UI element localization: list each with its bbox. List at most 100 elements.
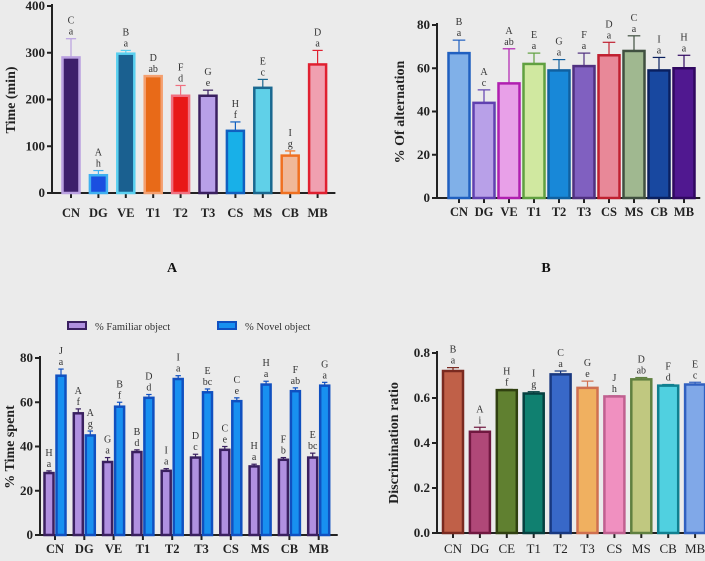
x-tick-label: T2 [552, 205, 567, 219]
significance-lower: f [118, 390, 122, 401]
bar [576, 386, 599, 535]
bar [289, 389, 302, 537]
significance-lower: e [206, 78, 211, 89]
bar [603, 395, 626, 535]
x-tick-label: MB [309, 542, 329, 556]
y-tick-label: 400 [26, 0, 46, 13]
significance-lower: g [88, 419, 93, 430]
y-tick-label: 80 [20, 350, 33, 365]
significance-upper: I [165, 446, 168, 457]
significance-upper: B [134, 427, 141, 438]
significance-lower: ab [637, 366, 646, 377]
bar [131, 450, 143, 537]
x-tick-label: CS [227, 206, 243, 220]
bar [225, 129, 246, 195]
significance-lower: a [176, 364, 181, 375]
bar [201, 391, 214, 537]
significance-upper: J [59, 346, 63, 357]
significance-upper: H [503, 366, 510, 377]
x-tick-label: MB [674, 205, 694, 219]
significance-upper: G [555, 37, 562, 48]
significance-lower: g [288, 139, 293, 150]
bar [143, 396, 155, 537]
x-tick-label: CB [650, 205, 667, 219]
legend-swatch [67, 321, 87, 330]
x-tick-label: CN [46, 542, 64, 556]
bar [441, 369, 465, 535]
bar [170, 94, 191, 195]
significance-upper: G [321, 359, 328, 370]
significance-upper: D [150, 53, 157, 64]
significance-lower: a [322, 370, 327, 381]
significance-lower: f [505, 377, 509, 388]
y-axis-label: % Of alternation [393, 60, 408, 163]
significance-upper: B [456, 17, 463, 28]
significance-lower: f [77, 397, 81, 408]
x-tick-label: T2 [553, 541, 567, 556]
significance-upper: H [250, 441, 257, 452]
significance-lower: d [178, 73, 183, 84]
significance-upper: D [192, 431, 199, 442]
significance-upper: F [293, 365, 299, 376]
bar [522, 62, 546, 200]
significance-upper: A [476, 404, 484, 415]
y-tick-label: 0 [27, 527, 34, 542]
significance-lower: ab [148, 64, 157, 75]
x-tick-label: MB [685, 541, 705, 556]
significance-upper: I [657, 34, 660, 45]
x-tick-label: CB [281, 542, 298, 556]
significance-lower: a [69, 27, 74, 38]
bar [231, 399, 243, 537]
bar [143, 74, 163, 195]
significance-upper: H [232, 99, 239, 110]
significance-upper: C [68, 16, 75, 27]
bar [253, 86, 273, 195]
significance-upper: E [204, 366, 210, 377]
significance-upper: A [95, 148, 103, 159]
significance-lower: c [261, 67, 266, 78]
bar [113, 405, 126, 537]
significance-lower: c [693, 370, 698, 381]
significance-upper: C [631, 13, 638, 24]
y-tick-label: 0 [424, 190, 431, 205]
significance-upper: D [605, 19, 612, 30]
bar [61, 56, 81, 195]
significance-upper: E [692, 359, 698, 370]
significance-lower: a [47, 459, 52, 470]
significance-upper: C [221, 424, 228, 435]
x-tick-label: DG [75, 542, 94, 556]
x-tick-label: VE [500, 205, 517, 219]
significance-upper: B [116, 379, 123, 390]
significance-lower: bc [203, 377, 213, 388]
significance-upper: G [104, 435, 111, 446]
y-tick-label: 40 [417, 104, 430, 119]
significance-lower: a [682, 43, 687, 54]
significance-lower: c [482, 78, 487, 89]
bar [495, 388, 519, 535]
bar [672, 67, 696, 200]
significance-lower: a [451, 356, 456, 367]
significance-upper: C [557, 348, 564, 359]
bar [277, 458, 290, 537]
x-tick-label: T1 [146, 206, 161, 220]
significance-upper: I [177, 353, 180, 364]
y-tick-label: 20 [20, 483, 33, 498]
significance-lower: h [612, 384, 617, 395]
significance-upper: D [638, 355, 645, 366]
x-tick-label: DG [471, 541, 490, 556]
significance-lower: a [164, 457, 169, 468]
y-axis-label: % Time spent [3, 405, 18, 489]
significance-upper: J [612, 373, 616, 384]
x-tick-label: T3 [201, 206, 216, 220]
x-tick-label: MS [632, 541, 651, 556]
bar [88, 173, 109, 195]
bar [116, 52, 136, 195]
significance-upper: B [450, 345, 457, 356]
x-tick-label: T1 [527, 205, 542, 219]
y-axis-label: Discrimination ratio [387, 382, 402, 504]
y-tick-label: 0.6 [414, 390, 431, 405]
significance-upper: G [584, 358, 591, 369]
y-tick-label: 60 [20, 394, 33, 409]
significance-lower: a [532, 41, 537, 52]
y-tick-label: 300 [26, 45, 46, 60]
